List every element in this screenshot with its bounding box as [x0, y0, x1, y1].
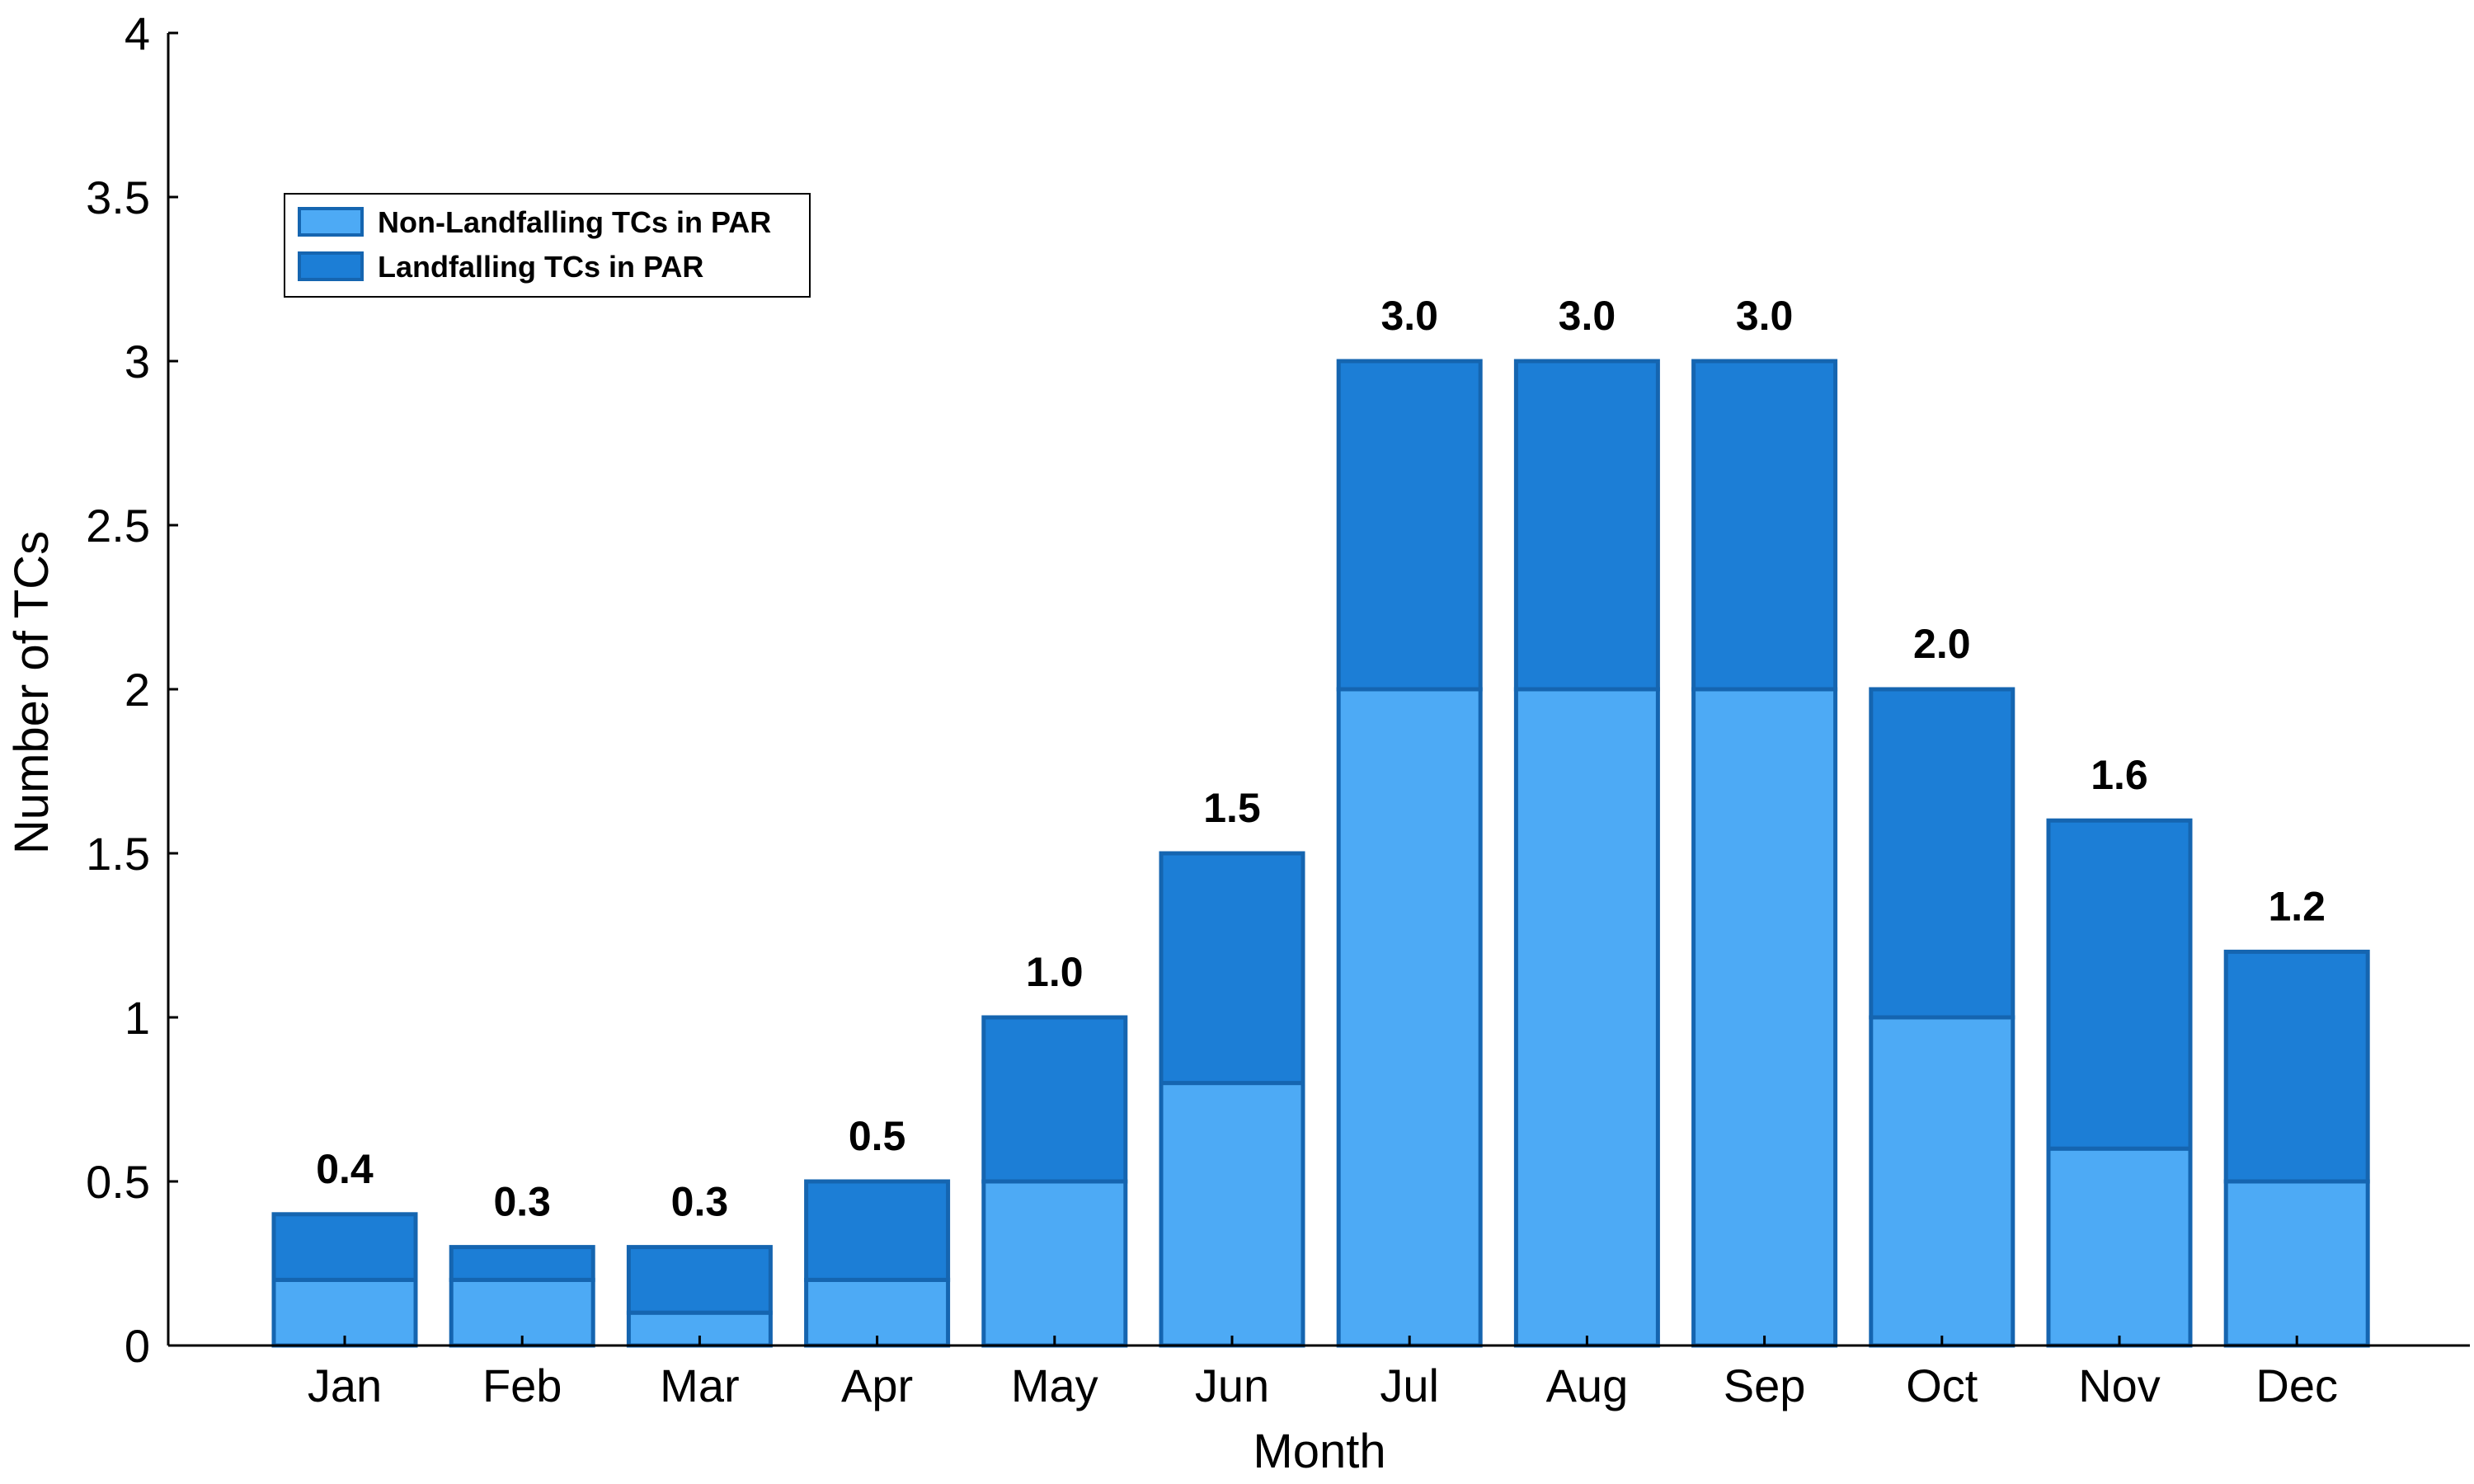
bar-landfalling-mar — [626, 1245, 773, 1315]
bar-landfalling-jan — [271, 1212, 418, 1282]
data-label-nov: 1.6 — [2091, 752, 2148, 798]
bar-landfalling-jul — [1336, 359, 1483, 692]
bar-landfalling-jun — [1159, 851, 1305, 1086]
legend-swatch-landfalling — [298, 251, 364, 281]
bar-landfalling-nov — [2046, 818, 2193, 1151]
x-tick-label-oct: Oct — [1906, 1360, 1978, 1411]
bar-non-landfalling-sep — [1691, 687, 1838, 1348]
y-tick-label: 2 — [125, 664, 150, 716]
data-label-may: 1.0 — [1026, 949, 1084, 995]
legend: Non-Landfalling TCs in PAR Landfalling TC… — [284, 193, 811, 298]
bar-landfalling-feb — [449, 1245, 595, 1282]
x-tick-label-jul: Jul — [1380, 1360, 1439, 1411]
x-tick-label-aug: Aug — [1546, 1360, 1629, 1411]
bar-non-landfalling-apr — [804, 1277, 951, 1348]
legend-label-non-landfalling: Non-Landfalling TCs in PAR — [378, 205, 771, 239]
legend-box — [284, 193, 811, 298]
data-label-feb: 0.3 — [493, 1179, 551, 1225]
x-tick-label-nov: Nov — [2078, 1360, 2161, 1411]
y-tick-label: 0.5 — [86, 1156, 150, 1208]
x-tick-label-feb: Feb — [482, 1360, 562, 1411]
data-label-oct: 2.0 — [1913, 621, 1971, 667]
legend-swatch-non-landfalling — [298, 207, 364, 237]
x-axis: Jan Feb Mar Apr May Jun Jul Aug Sep Oct Nov Dec — [168, 1336, 2470, 1411]
y-tick-label: 1 — [125, 992, 150, 1044]
y-tick-label: 2.5 — [86, 500, 150, 552]
bar-non-landfalling-dec — [2223, 1179, 2370, 1348]
y-axis: 0 0.5 1 1.5 2 2.5 3 3.5 4 — [86, 7, 178, 1372]
y-tick-label: 1.5 — [86, 828, 150, 880]
x-tick-label-apr: Apr — [841, 1360, 913, 1411]
y-tick-label: 3 — [125, 336, 150, 387]
y-tick-label: 3.5 — [86, 171, 150, 223]
data-label-mar: 0.3 — [671, 1179, 729, 1225]
x-tick-label-dec: Dec — [2255, 1360, 2338, 1411]
x-tick-label-jun: Jun — [1195, 1360, 1269, 1411]
bar-non-landfalling-may — [981, 1179, 1128, 1348]
bar-landfalling-apr — [804, 1179, 951, 1282]
bar-non-landfalling-jun — [1159, 1081, 1305, 1348]
x-axis-title: Month — [1253, 1425, 1385, 1478]
data-label-aug: 3.0 — [1559, 293, 1616, 339]
y-tick-label: 0 — [125, 1320, 150, 1372]
x-tick-label-mar: Mar — [660, 1360, 739, 1411]
bar-landfalling-dec — [2223, 949, 2370, 1184]
y-axis-title: Number of TCs — [5, 531, 59, 854]
data-label-jan: 0.4 — [316, 1146, 374, 1192]
data-label-jul: 3.0 — [1380, 293, 1438, 339]
data-label-apr: 0.5 — [849, 1113, 906, 1159]
x-tick-label-sep: Sep — [1724, 1360, 1806, 1411]
bar-landfalling-may — [981, 1015, 1128, 1184]
x-tick-label-jan: Jan — [308, 1360, 382, 1411]
x-tick-label-may: May — [1011, 1360, 1098, 1411]
bar-non-landfalling-nov — [2046, 1146, 2193, 1348]
data-label-dec: 1.2 — [2268, 883, 2326, 929]
data-label-sep: 3.0 — [1736, 293, 1794, 339]
data-label-jun: 1.5 — [1203, 785, 1261, 831]
y-tick-label: 4 — [125, 7, 150, 59]
legend-label-landfalling: Landfalling TCs in PAR — [378, 250, 703, 284]
bar-landfalling-sep — [1691, 359, 1838, 692]
bar-non-landfalling-oct — [1869, 1015, 2015, 1348]
bar-non-landfalling-jul — [1336, 687, 1483, 1348]
bar-non-landfalling-aug — [1513, 687, 1660, 1348]
bar-landfalling-aug — [1513, 359, 1660, 692]
bar-landfalling-oct — [1869, 687, 2015, 1020]
plot-area: 0.4 0.3 0.3 0.5 1.0 1.5 3.0 3.0 3.0 2.0 1.6 1.2 — [271, 293, 2370, 1348]
